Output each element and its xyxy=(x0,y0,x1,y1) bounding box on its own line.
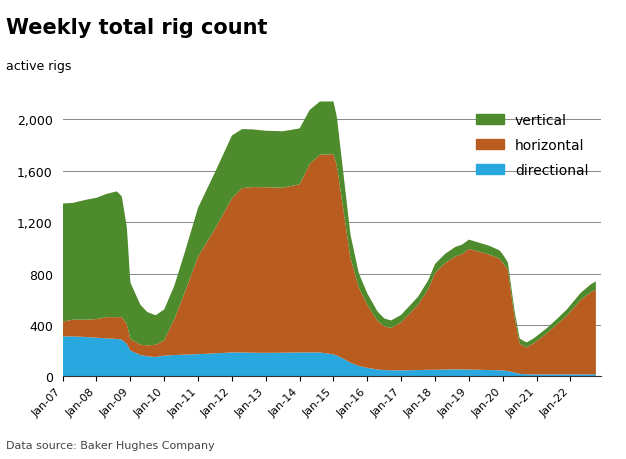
Text: Data source: Baker Hughes Company: Data source: Baker Hughes Company xyxy=(6,440,215,450)
Text: active rigs: active rigs xyxy=(6,60,71,73)
Text: Weekly total rig count: Weekly total rig count xyxy=(6,18,268,38)
Legend: vertical, horizontal, directional: vertical, horizontal, directional xyxy=(471,108,594,183)
